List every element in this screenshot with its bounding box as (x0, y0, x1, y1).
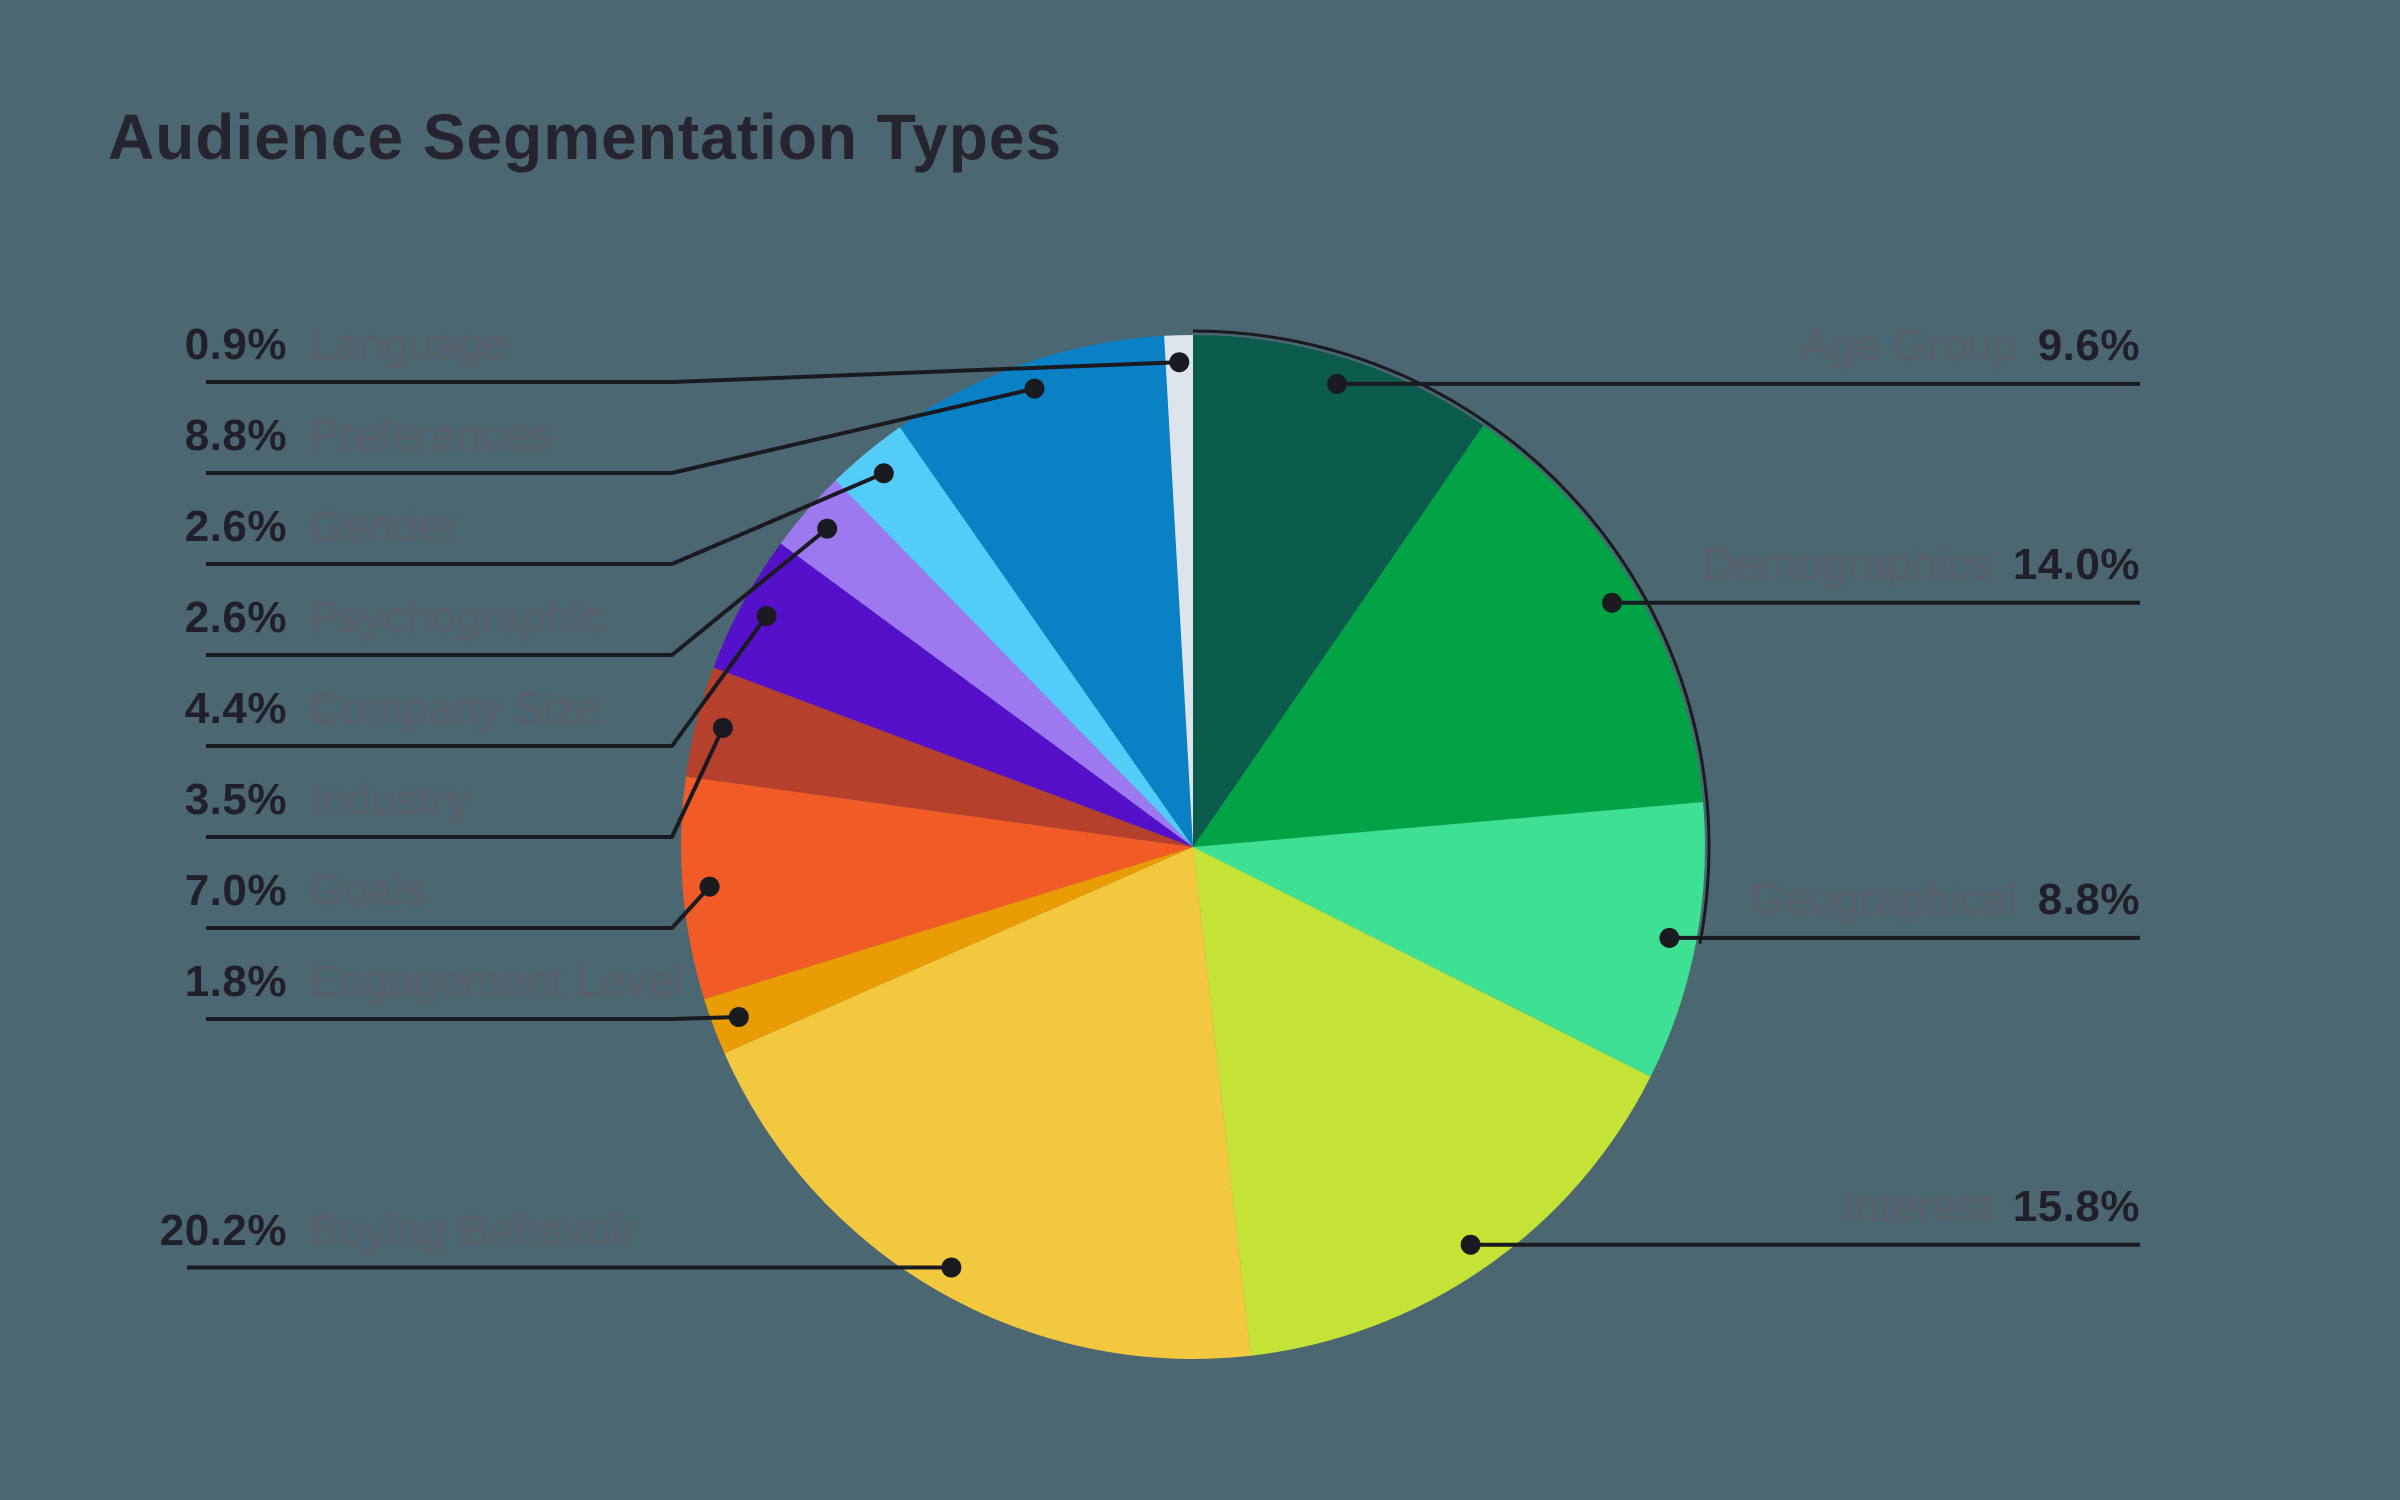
pie-label-name: Gender (309, 502, 459, 551)
pie-label-percent: 2.6% (184, 502, 287, 551)
leader-dot-demographics (1602, 592, 1622, 613)
label-row-preferences: 8.8% Preferences (147, 411, 552, 461)
pie-label-percent: 9.6% (2037, 320, 2140, 370)
pie-label-percent: 15.8% (2012, 1181, 2140, 1231)
leader-dot-geographical (1659, 927, 1680, 948)
label-row-goals: 7.0% Goals (147, 866, 426, 916)
label-row-industry: 3.5% Industry (147, 775, 470, 825)
pie-label-percent: 20.2% (159, 1205, 287, 1255)
pie-label-percent: 4.4% (184, 684, 287, 733)
pie-label-name: Psychographic (309, 593, 605, 642)
pie-label-name: Company Size (309, 684, 602, 733)
pie-label-name: Interest (1841, 1181, 1993, 1231)
pie-label-name: Goals (309, 866, 427, 915)
pie-slice-language (1164, 334, 1193, 847)
leader-line-industry (206, 727, 725, 839)
pie-label-name: Preferences (309, 411, 552, 460)
pie-slice-geographical (1193, 802, 1705, 1077)
pie-slice-preferences (899, 335, 1193, 847)
leader-line-psychographic (206, 527, 829, 657)
leader-line-goals (206, 885, 712, 930)
pie-label-percent: 8.8% (184, 411, 287, 460)
pie-slice-buying-behavoir (724, 847, 1251, 1359)
leader-line-company-size (206, 614, 769, 748)
leader-line-gender (206, 471, 885, 566)
leader-dot-language (1169, 352, 1190, 373)
leader-line-engagement-level (206, 1015, 739, 1021)
label-row-gender: 2.6% Gender (147, 502, 459, 552)
label-row-company-size: 4.4% Company Size (147, 684, 601, 734)
pie-label-name: Industry (309, 775, 470, 824)
pie-label-percent: 14.0% (2012, 539, 2140, 589)
pie-slice-industry (685, 667, 1193, 847)
label-row-geographical: Geographical 8.8% (1750, 875, 2140, 925)
pie-label-percent: 2.6% (184, 593, 287, 642)
label-row-language: 0.9% Language (147, 320, 509, 370)
pie-slice-interest (1193, 847, 1651, 1356)
label-row-demographics: Demographics 14.0% (1703, 540, 2140, 590)
leader-line-language (206, 360, 1180, 384)
pie-label-name: Engagement Level (309, 957, 684, 1006)
pie-label-name: Language (309, 320, 509, 369)
rim-arc (1192, 329, 1711, 944)
label-row-interest: Interest 15.8% (1842, 1182, 2140, 1232)
label-row-engagement-level: 1.8% Engagement Level (147, 957, 684, 1007)
pie-slice-goals (681, 776, 1193, 1000)
leader-dot-age-group (1327, 373, 1348, 394)
leader-dot-engagement-level (728, 1007, 749, 1027)
label-row-age-group: Age Group 9.6% (1800, 321, 2140, 371)
pie-label-name: Demographics (1703, 539, 1993, 589)
leader-line-preferences (206, 386, 1035, 475)
leader-dot-gender (873, 463, 894, 484)
pie-label-percent: 0.9% (184, 320, 287, 369)
pie-label-percent: 7.0% (184, 866, 287, 915)
pie-label-percent: 3.5% (184, 775, 287, 824)
leader-dot-goals (699, 876, 720, 897)
leader-dot-psychographic (817, 518, 838, 539)
pie-slice-engagement-level (704, 847, 1193, 1054)
label-row-psychographic: 2.6% Psychographic (147, 593, 604, 643)
leader-dot-company-size (756, 606, 777, 626)
pie-label-name: Buying Behavoir (309, 1205, 637, 1255)
chart-title: Audience Segmentation Types (108, 101, 1062, 173)
pie-label-name: Geographical (1749, 874, 2018, 924)
pie-slice-gender (835, 427, 1193, 847)
pie-slice-psychographic (780, 480, 1193, 847)
pie-slice-demographics (1193, 425, 1703, 847)
pie-label-percent: 8.8% (2037, 874, 2140, 924)
leader-dot-industry (712, 717, 733, 738)
leader-dot-interest (1460, 1234, 1481, 1255)
pie-slice-age-group (1193, 335, 1484, 847)
leader-dot-preferences (1024, 378, 1045, 399)
label-row-buying-behavoir: 20.2% Buying Behavoir (147, 1206, 637, 1256)
leader-dot-buying-behavoir (941, 1257, 962, 1278)
pie-slice-company-size (713, 543, 1193, 847)
pie-label-name: Age Group (1800, 320, 2018, 370)
pie-label-percent: 1.8% (184, 957, 287, 1006)
